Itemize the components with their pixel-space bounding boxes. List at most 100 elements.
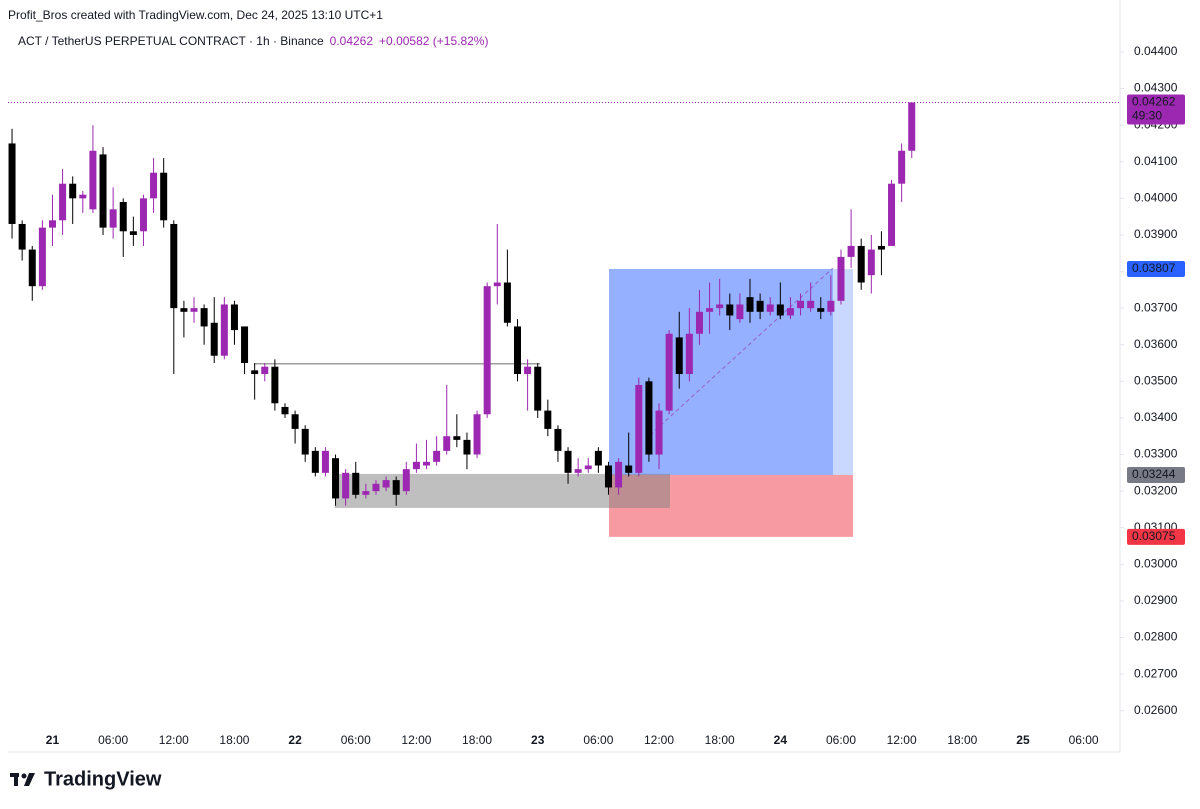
target-zone: [609, 268, 833, 476]
y-tick-label: 0.03400: [1134, 410, 1178, 424]
candle-body: [352, 472, 360, 495]
candle-body: [109, 209, 117, 228]
candle-body: [261, 366, 269, 375]
last-price: 0.04262: [330, 34, 374, 48]
gray-zone: [335, 473, 670, 508]
candle-body: [665, 333, 673, 411]
x-tick-label: 18:00: [705, 733, 735, 747]
candle-body: [160, 172, 168, 221]
candle-body: [18, 223, 26, 250]
candle-body: [847, 245, 855, 257]
entry-label: 0.03244: [1132, 467, 1176, 481]
candle-body: [706, 308, 714, 312]
candle-body: [726, 304, 734, 316]
candle-body: [513, 326, 521, 375]
stop-label: 0.03075: [1132, 529, 1176, 543]
x-tick-label: 06:00: [341, 733, 371, 747]
candle-body: [483, 286, 491, 415]
y-tick-label: 0.04300: [1134, 81, 1178, 95]
candle-body: [888, 183, 896, 246]
candle-body: [423, 461, 431, 466]
candle-body: [59, 183, 67, 221]
y-tick-label: 0.04400: [1134, 44, 1178, 58]
candle-body: [473, 414, 481, 455]
candle-body: [564, 450, 572, 473]
brand: TradingView: [44, 768, 162, 790]
x-tick-label: 12:00: [887, 733, 917, 747]
candle-body: [321, 450, 329, 473]
candle-body: [301, 428, 309, 455]
target-label: 0.03807: [1132, 261, 1176, 275]
candle-body: [241, 326, 249, 364]
candle-body: [655, 410, 663, 455]
y-tick-label: 0.03300: [1134, 447, 1178, 461]
candle-body: [574, 469, 582, 473]
y-tick-label: 0.03700: [1134, 300, 1178, 314]
candle-body: [251, 370, 259, 375]
candle-body: [139, 198, 147, 232]
candle-body: [534, 366, 542, 411]
y-tick-label: 0.04000: [1134, 191, 1178, 205]
candle-body: [625, 465, 633, 473]
candle-body: [443, 436, 451, 451]
x-tick-label: 06:00: [98, 733, 128, 747]
stop-badge: [1127, 528, 1185, 545]
candle-body: [69, 183, 77, 199]
candle-body: [746, 297, 754, 312]
candle-body: [867, 249, 875, 276]
target-badge: [1127, 260, 1185, 277]
candle-body: [99, 154, 107, 228]
candle-body: [210, 322, 218, 356]
candle-body: [695, 311, 703, 334]
candle-body: [837, 256, 845, 301]
y-tick-label: 0.02600: [1134, 703, 1178, 717]
candle-body: [645, 381, 653, 455]
x-tick-label: 25: [1016, 733, 1030, 747]
candle-body: [433, 450, 441, 462]
x-tick-label: 12:00: [159, 733, 189, 747]
y-tick-label: 0.04100: [1134, 154, 1178, 168]
candle-body: [28, 249, 36, 287]
logo-icon: [21, 773, 27, 779]
x-tick-label: 18:00: [219, 733, 249, 747]
candle-body: [180, 308, 188, 312]
y-tick-label: 0.03200: [1134, 483, 1178, 497]
candle-body: [908, 102, 916, 151]
candle-body: [756, 300, 764, 312]
change: +0.00582 (+15.82%): [379, 34, 488, 48]
logo: TradingView: [10, 768, 162, 790]
candle-body: [332, 458, 340, 499]
candle-body: [817, 308, 825, 312]
candle-body: [342, 472, 350, 499]
logo-icon: [14, 773, 18, 786]
candle-body: [807, 300, 815, 309]
candle-body: [362, 491, 370, 495]
candle-body: [190, 308, 198, 312]
candle-body: [372, 483, 380, 492]
candle-body: [827, 300, 835, 312]
candle-body: [857, 245, 865, 283]
candle-body: [877, 245, 885, 250]
candle-body: [554, 428, 562, 451]
y-tick-label: 0.03000: [1134, 556, 1178, 570]
candle-body: [493, 282, 501, 287]
y-tick-label: 0.03900: [1134, 227, 1178, 241]
header: Profit_Bros created with TradingView.com…: [8, 8, 383, 22]
candle-body: [402, 469, 410, 492]
candle-body: [150, 172, 158, 199]
candle-body: [524, 366, 532, 375]
last-price-label: 0.04262: [1132, 95, 1176, 109]
x-tick-label: 24: [774, 733, 788, 747]
candle-body: [776, 304, 784, 316]
candle-body: [584, 465, 592, 470]
candle-body: [220, 304, 228, 356]
y-tick-label: 0.03600: [1134, 337, 1178, 351]
candle-body: [503, 282, 511, 323]
candle-body: [129, 231, 137, 235]
x-tick-label: 06:00: [1069, 733, 1099, 747]
y-tick-label: 0.02700: [1134, 666, 1178, 680]
symbol-line: ACT / TetherUS PERPETUAL CONTRACT · 1h ·…: [18, 34, 488, 48]
candle-body: [463, 439, 471, 455]
candle-body: [392, 480, 400, 495]
candle-body: [8, 143, 16, 224]
